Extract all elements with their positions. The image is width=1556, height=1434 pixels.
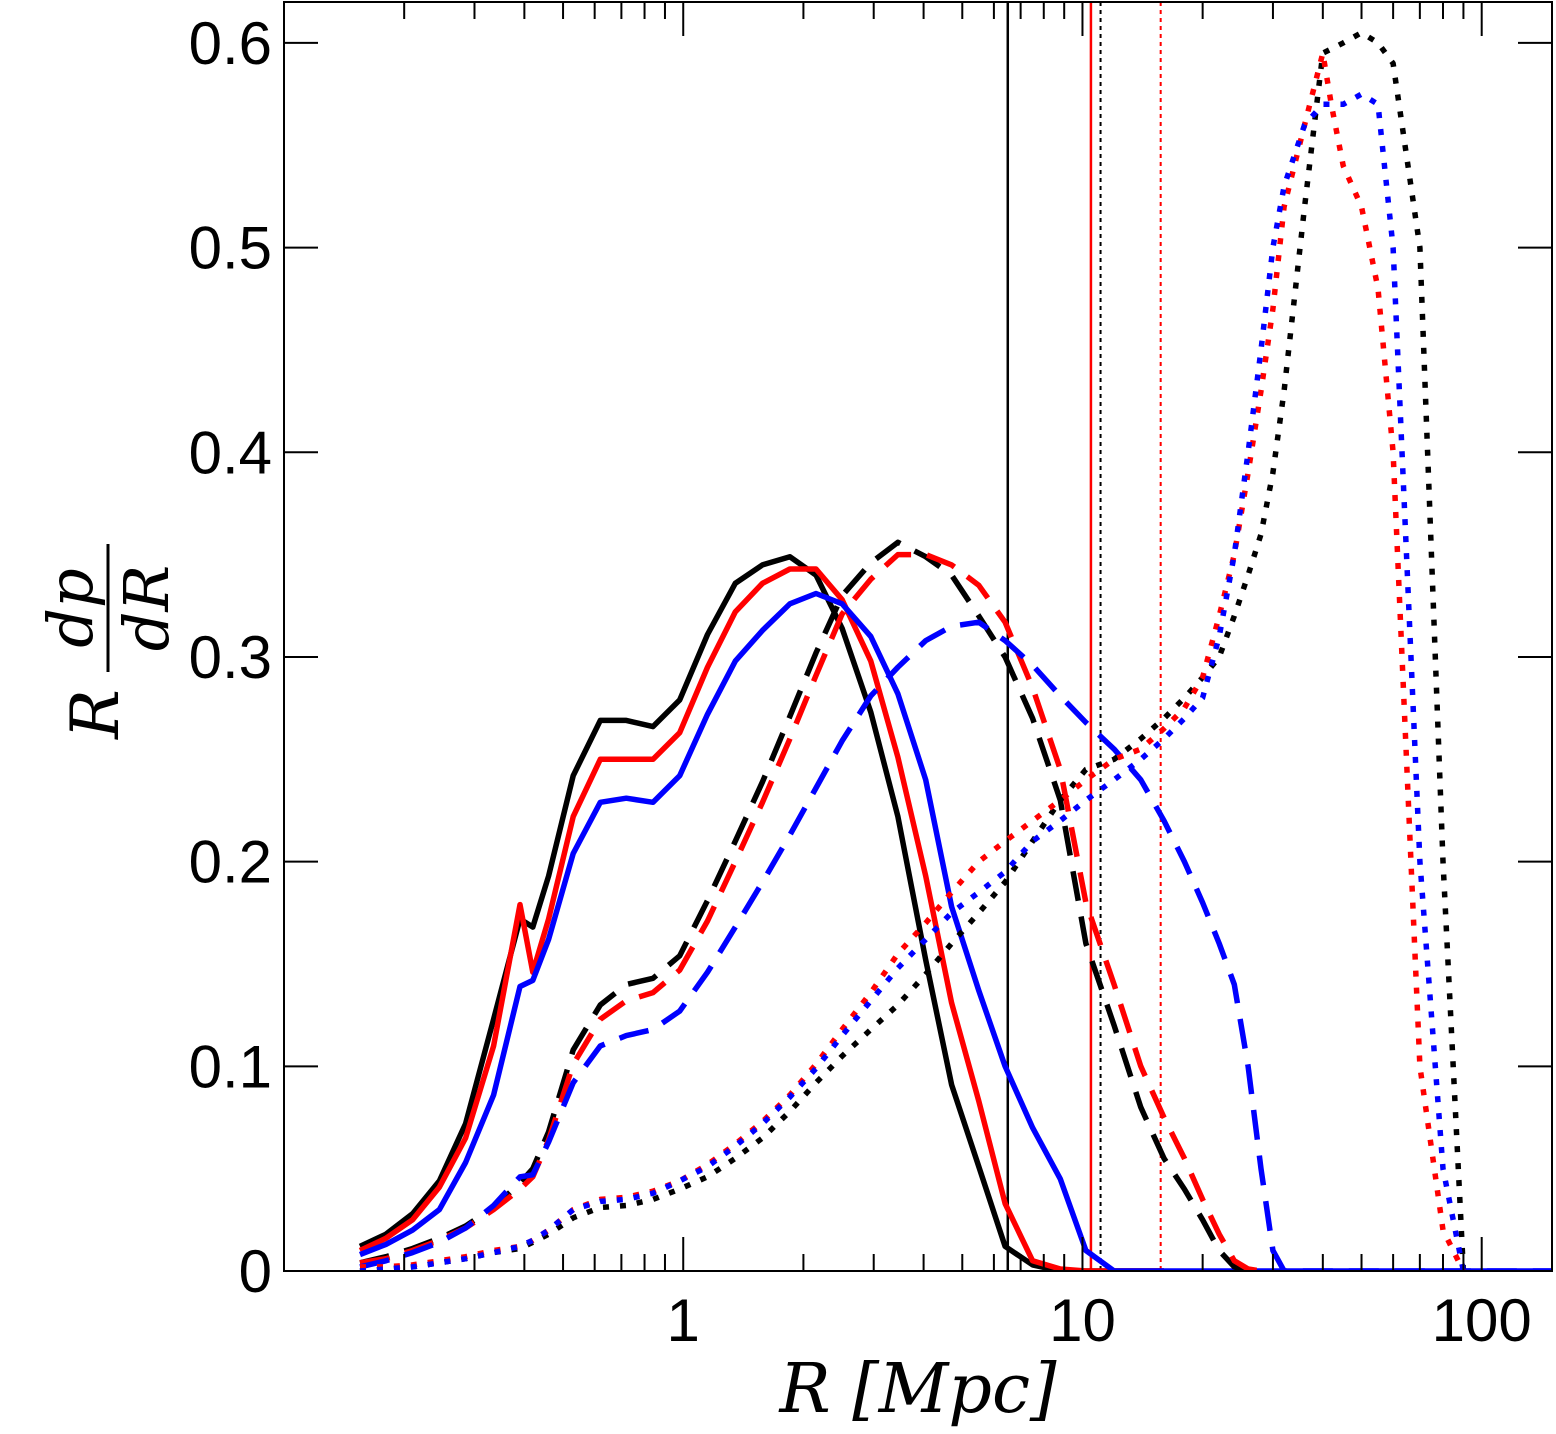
series-black-dashed	[359, 539, 1249, 1271]
series-black-solid	[358, 553, 1164, 1271]
y-tick-label: 0.6	[189, 10, 272, 77]
series-red-dotted	[360, 50, 1466, 1271]
x-axis-label: R [Mpc]	[777, 1350, 1057, 1429]
x-tick-label: 1	[667, 1287, 700, 1354]
series-red-solid	[358, 566, 1164, 1271]
series-blue-dotted	[359, 91, 1467, 1271]
y-label-prefix: R	[57, 689, 134, 740]
series-blue-dashed	[359, 619, 1552, 1271]
series-black-dotted	[359, 29, 1467, 1271]
y-tick-label: 0	[239, 1238, 272, 1305]
plot-frame	[283, 1, 1553, 1272]
x-tick-label: 10	[1049, 1287, 1116, 1354]
y-tick-label: 0.3	[189, 624, 272, 691]
axis-ticks: 0 0.1 0.2 0.3 0.4 0.5 0.6 1 10 100	[189, 2, 1552, 1354]
series-blue-solid	[358, 590, 1552, 1271]
y-label-numerator: dp	[34, 568, 107, 647]
y-axis-label: Rdp dR	[34, 544, 183, 740]
x-tick-label: 100	[1432, 1287, 1532, 1354]
plot-area	[358, 2, 1552, 1271]
series-red-dashed	[359, 551, 1273, 1271]
x-label-text: R [Mpc]	[777, 1350, 1057, 1429]
series-group	[358, 2, 1552, 1271]
y-tick-label: 0.2	[189, 829, 272, 896]
y-label-denominator: dR	[110, 565, 183, 651]
y-tick-label: 0.5	[189, 215, 272, 282]
y-tick-label: 0.1	[189, 1033, 272, 1100]
y-tick-label: 0.4	[189, 419, 272, 486]
